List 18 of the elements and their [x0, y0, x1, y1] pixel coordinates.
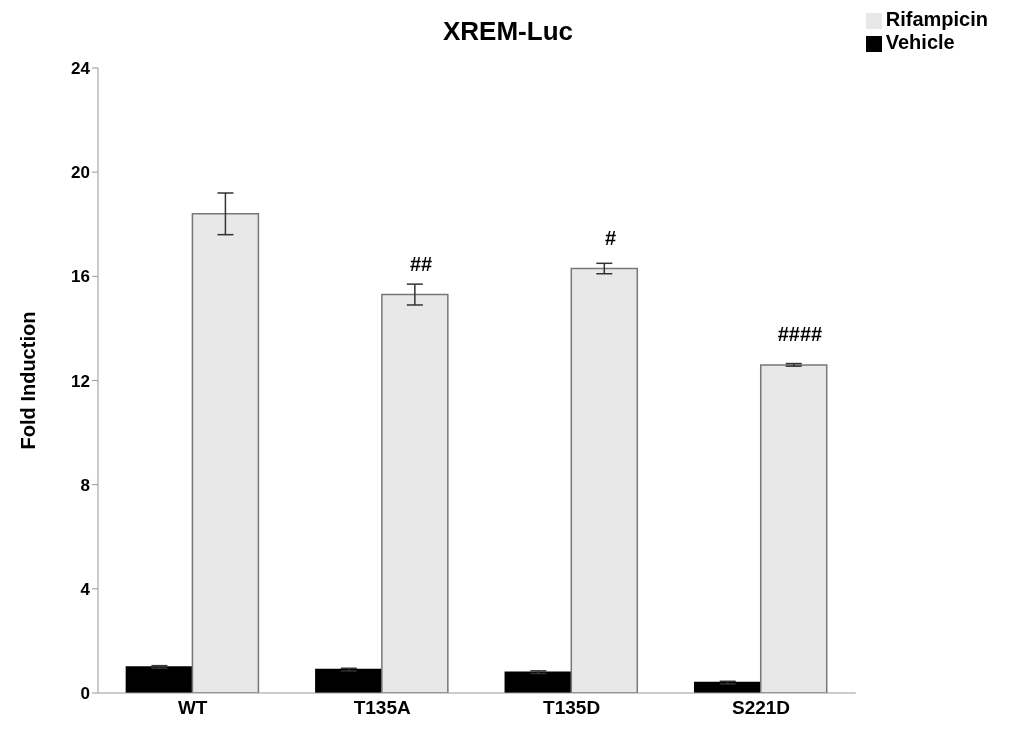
legend-label: Vehicle: [885, 31, 955, 53]
x-tick-label: T135D: [543, 697, 601, 719]
y-tick-label: 0: [80, 684, 90, 704]
legend-label: Rifampicin: [885, 8, 988, 30]
y-tick-label: 16: [71, 267, 90, 287]
y-axis-title: Fold Induction: [17, 311, 40, 450]
x-tick-label: S221D: [731, 697, 791, 719]
y-tick-label: 8: [80, 475, 90, 495]
y-tick-label: 20: [71, 163, 90, 183]
annotation: ##: [409, 252, 433, 275]
x-tick-label: T135A: [353, 697, 411, 719]
y-tick-label: 12: [71, 371, 90, 391]
y-tick-label: 4: [80, 579, 91, 599]
annotation: #: [604, 226, 617, 249]
annotation: ####: [777, 322, 823, 345]
x-tick-label: WT: [177, 697, 208, 719]
y-tick-label: 24: [71, 59, 91, 79]
chart-title: XREM-Luc: [443, 16, 573, 46]
